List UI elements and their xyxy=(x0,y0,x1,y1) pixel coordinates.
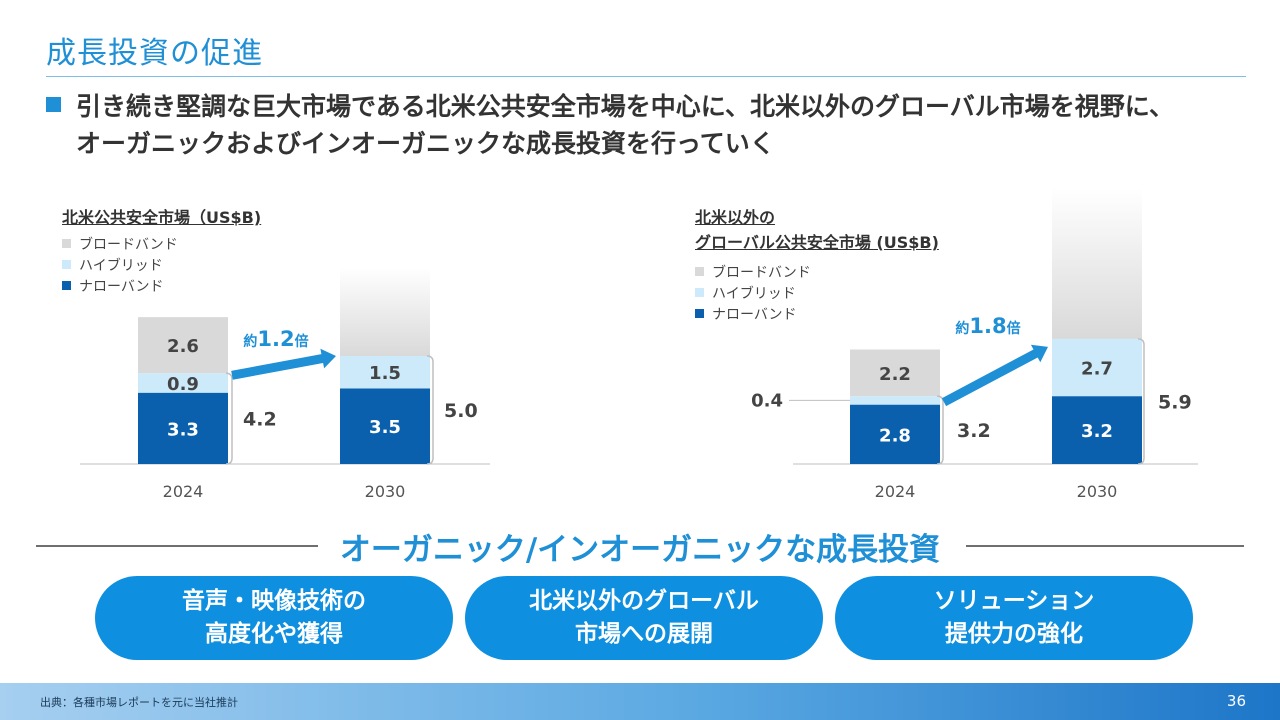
data-label: 2.7 xyxy=(1081,359,1113,380)
bullet-line-1: 引き続き堅調な巨大市場である北米公共安全市場を中心に、北米以外のグローバル市場を… xyxy=(76,92,1175,121)
total-label: 4.2 xyxy=(243,409,277,431)
pill-solutions: ソリューション 提供力の強化 xyxy=(835,576,1193,660)
right-chart-legend: ブロードバンド ハイブリッド ナローバンド xyxy=(695,261,811,324)
pill-audio-video: 音声・映像技術の 高度化や獲得 xyxy=(95,576,453,660)
growth-label: 約1.2倍 xyxy=(243,327,308,351)
total-bracket xyxy=(225,372,233,465)
bar-segment-hybrid xyxy=(340,356,430,389)
charts-canvas: 3.3 0.9 2.6 4.2 2024 3.5 1.5 5.0 2030 約1.2倍 2.8 0.4… xyxy=(80,188,1198,501)
legend-label-hybrid: ハイブリッド xyxy=(712,285,796,302)
right-chart-title-line-2: グローバル公共安全市場 (US$B) xyxy=(695,233,939,252)
right-chart-title-line-1: 北米以外の xyxy=(695,208,776,227)
legend-item-hybrid: ハイブリッド xyxy=(695,282,811,303)
data-label: 0.9 xyxy=(167,374,199,395)
pill-line-1: 音声・映像技術の xyxy=(182,588,366,614)
category-label: 2024 xyxy=(163,482,204,501)
title-divider xyxy=(46,76,1246,77)
legend-label-broadband: ブロードバンド xyxy=(79,236,178,253)
legend-swatch-narrowband xyxy=(62,281,71,290)
total-label: 5.0 xyxy=(444,400,478,422)
section-rule-right xyxy=(966,545,1244,547)
bar-segment-broadband-open xyxy=(1052,188,1142,339)
data-label: 3.5 xyxy=(369,417,401,438)
page-number: 36 xyxy=(1226,692,1246,710)
legend-swatch-broadband xyxy=(695,267,704,276)
legend-label-narrowband: ナローバンド xyxy=(79,278,164,295)
bar-segment-hybrid xyxy=(1052,338,1142,397)
total-label: 5.9 xyxy=(1158,391,1192,413)
legend-label-broadband: ブロードバンド xyxy=(712,264,811,281)
bar-segment-narrowband xyxy=(138,392,228,464)
legend-item-hybrid: ハイブリッド xyxy=(62,254,178,275)
category-label: 2024 xyxy=(875,482,916,501)
legend-swatch-hybrid xyxy=(62,260,71,269)
bar-segment-broadband-open xyxy=(340,268,430,356)
bar-segment-broadband xyxy=(850,349,940,397)
page-title: 成長投資の促進 xyxy=(46,36,263,71)
legend-swatch-narrowband xyxy=(695,309,704,318)
legend-item-narrowband: ナローバンド xyxy=(695,303,811,324)
data-label: 2.6 xyxy=(167,336,199,357)
data-label: 3.2 xyxy=(1081,421,1113,442)
growth-arrow xyxy=(941,344,1048,407)
legend-item-narrowband: ナローバンド xyxy=(62,275,178,296)
bar-segment-narrowband xyxy=(340,388,430,464)
total-bracket xyxy=(936,395,944,465)
footer-source: 出典：各種市場レポートを元に当社推計 xyxy=(40,696,238,709)
total-bracket xyxy=(1137,338,1145,465)
bar-segment-hybrid xyxy=(138,373,228,393)
legend-label-narrowband: ナローバンド xyxy=(712,306,797,323)
bullet-text: 引き続き堅調な巨大市場である北米公共安全市場を中心に、北米以外のグローバル市場を… xyxy=(76,88,1266,162)
data-label: 3.3 xyxy=(167,419,199,440)
left-chart-legend: ブロードバンド ハイブリッド ナローバンド xyxy=(62,233,178,296)
category-label: 2030 xyxy=(365,482,406,501)
legend-swatch-broadband xyxy=(62,239,71,248)
bar-segment-narrowband xyxy=(1052,396,1142,464)
total-label: 3.2 xyxy=(957,420,991,442)
bar-segment-broadband xyxy=(138,317,228,374)
data-label: 0.4 xyxy=(751,390,783,411)
category-label: 2030 xyxy=(1077,482,1118,501)
section-title: オーガニック/インオーガニックな成長投資 xyxy=(339,532,941,568)
legend-label-hybrid: ハイブリッド xyxy=(79,257,163,274)
data-label: 1.5 xyxy=(369,363,401,384)
bar-segment-narrowband xyxy=(850,404,940,464)
legend-item-broadband: ブロードバンド xyxy=(62,233,178,254)
pill-line-1: 北米以外のグローバル xyxy=(529,588,759,614)
total-bracket xyxy=(426,355,434,465)
growth-label: 約1.8倍 xyxy=(955,314,1020,338)
data-label: 2.8 xyxy=(879,425,911,446)
pill-line-2: 高度化や獲得 xyxy=(205,621,343,647)
section-rule-left xyxy=(36,545,318,547)
data-label: 2.2 xyxy=(879,364,911,385)
left-chart-title: 北米公共安全市場（US$B) xyxy=(62,208,262,227)
pill-global-expansion: 北米以外のグローバル 市場への展開 xyxy=(465,576,823,660)
pill-line-2: 提供力の強化 xyxy=(945,621,1083,647)
growth-arrow xyxy=(231,348,336,380)
bullet-line-2: オーガニックおよびインオーガニックな成長投資を行っていく xyxy=(76,129,775,158)
footer-bar xyxy=(0,683,1280,720)
legend-item-broadband: ブロードバンド xyxy=(695,261,811,282)
bullet-square-icon xyxy=(46,97,61,112)
pill-line-1: ソリューション xyxy=(933,588,1095,614)
legend-swatch-hybrid xyxy=(695,288,704,297)
pill-line-2: 市場への展開 xyxy=(575,621,713,647)
bar-segment-hybrid xyxy=(850,396,940,405)
